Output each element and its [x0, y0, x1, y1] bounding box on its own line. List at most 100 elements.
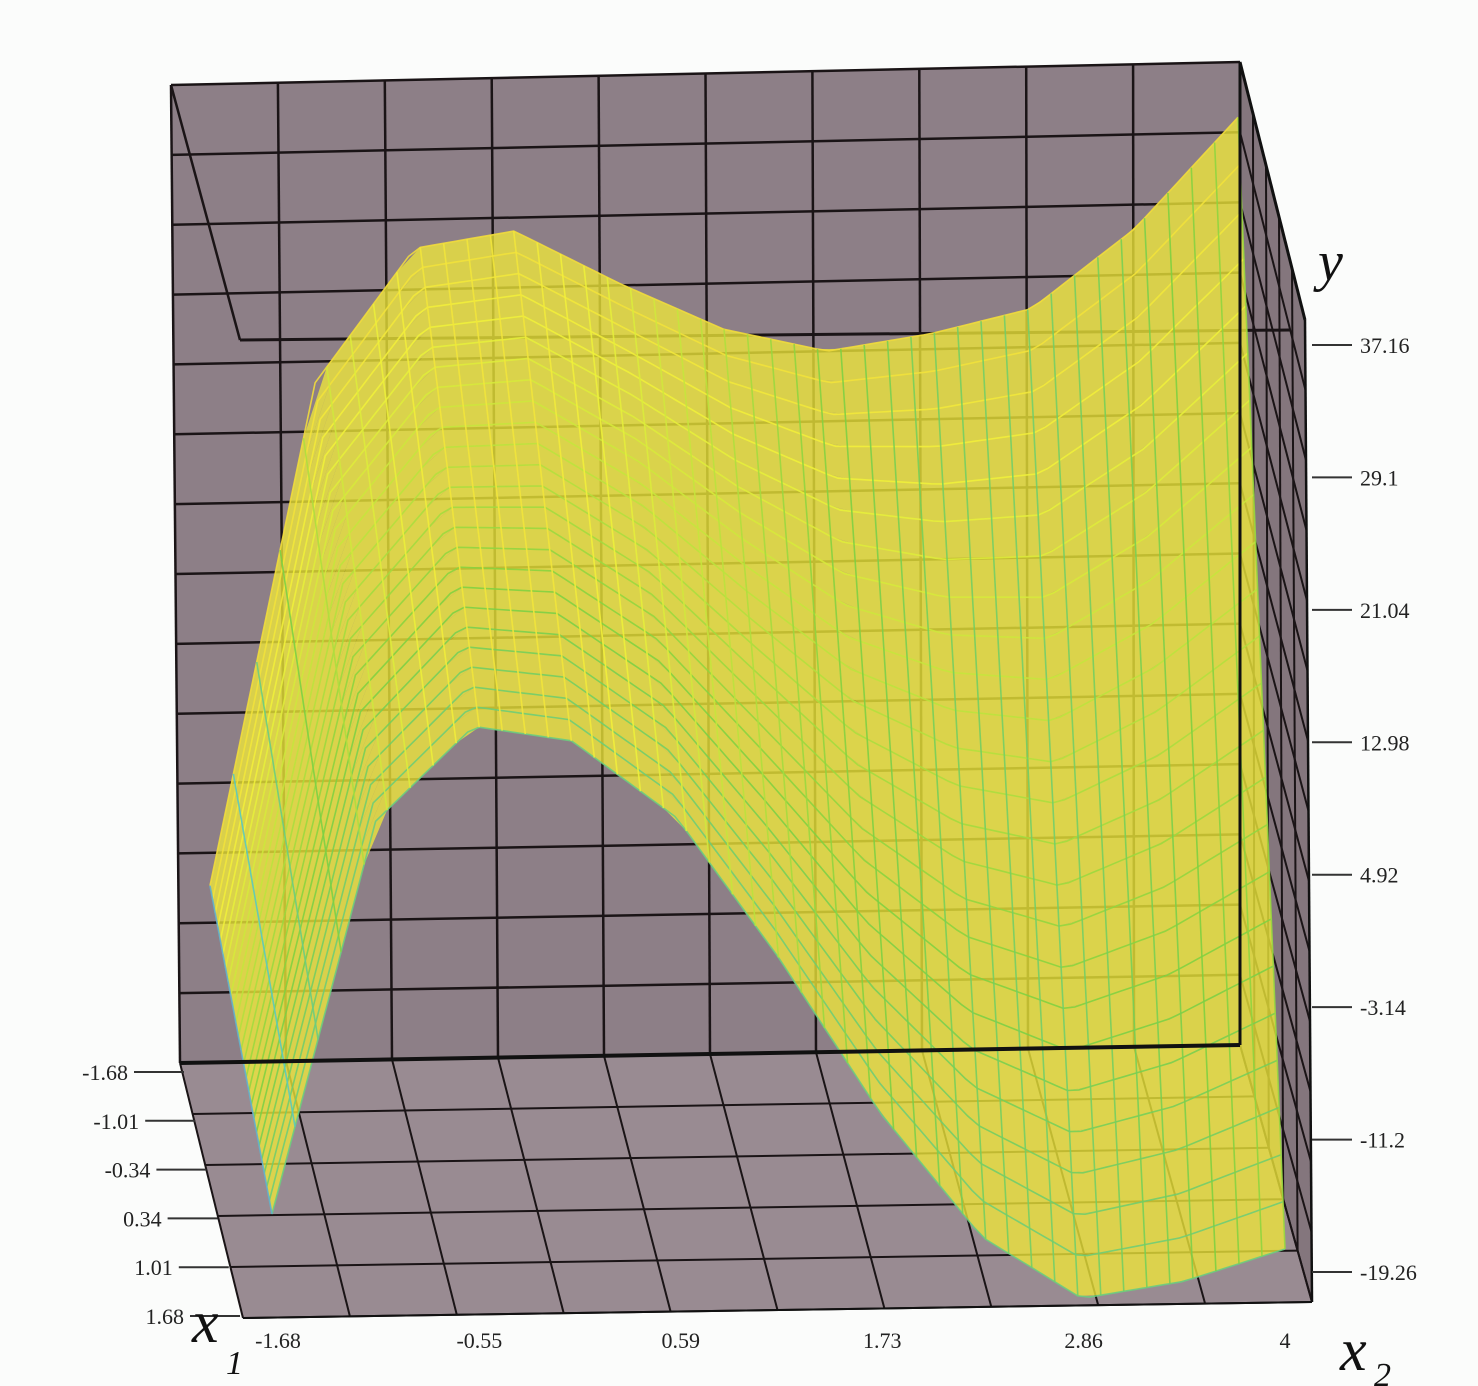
surface-patch [414, 387, 440, 430]
surface-patch [380, 331, 407, 381]
surface-patch [1144, 192, 1170, 263]
surface-patch [816, 643, 842, 693]
surface-patch [305, 615, 332, 735]
surface-patch [418, 625, 444, 670]
surface-patch [1061, 961, 1087, 1009]
surface-patch [422, 263, 449, 288]
surface-patch [312, 918, 339, 1024]
surface-patch [1051, 275, 1077, 336]
surface-patch [1250, 966, 1276, 1025]
surface-patch [1258, 1154, 1284, 1210]
surface-patch [395, 448, 422, 497]
surface-mesh-line [723, 329, 780, 958]
surface-patch [1142, 1196, 1168, 1245]
surface-patch [785, 800, 812, 856]
surface-patch [910, 332, 937, 374]
surface-mesh-line [349, 335, 411, 788]
surface-patch [751, 389, 778, 426]
surface-patch [1191, 715, 1218, 777]
surface-patch [998, 1060, 1024, 1110]
right-wall-gridline [1278, 216, 1285, 1200]
surface-patch [872, 480, 899, 517]
surface-patch [411, 367, 438, 410]
surface-patch [728, 381, 755, 417]
surface-patch [392, 630, 419, 675]
surface-patch [364, 618, 391, 663]
surface-patch [1036, 460, 1062, 516]
surface-patch [987, 436, 1013, 479]
surface-mesh-line [1050, 293, 1102, 1296]
surface-patch [565, 499, 592, 536]
right-wall-gridline [1239, 272, 1308, 531]
surface-patch [995, 1021, 1022, 1071]
surface-patch [277, 929, 303, 1039]
surface-patch [551, 371, 578, 406]
surface-patch [1082, 429, 1109, 488]
surface-patch [1110, 500, 1136, 558]
surface-patch [1168, 732, 1194, 793]
surface-patch [635, 747, 662, 786]
surface-patch [621, 616, 647, 654]
surface-patch [614, 343, 640, 379]
surface-patch [1201, 944, 1228, 1002]
surface-mesh-line [956, 326, 1010, 1254]
surface-patch [593, 557, 620, 595]
surface-patch [269, 882, 296, 995]
surface-patch [847, 446, 873, 481]
surface-patch [1046, 669, 1072, 721]
surface-patch [921, 519, 948, 560]
surface-patch [1252, 1013, 1278, 1071]
surface-patch [1108, 456, 1134, 515]
surface-patch [1042, 585, 1068, 639]
surface-patch [630, 498, 657, 538]
surface-patch [404, 307, 431, 351]
surface-patch [318, 477, 345, 563]
surface-patch [1242, 777, 1268, 839]
surface-patch [825, 763, 851, 818]
surface-patch [774, 663, 800, 713]
surface-patch [269, 1111, 296, 1215]
surface-patch [374, 693, 401, 737]
surface-patch [261, 834, 288, 951]
surface-patch [487, 608, 514, 631]
surface-patch [1065, 1044, 1091, 1091]
surface-patch [901, 920, 927, 975]
surface-patch [444, 446, 471, 468]
surface-patch [308, 633, 334, 751]
surface-mesh-line [1073, 275, 1125, 1292]
surface-patch [933, 1079, 959, 1141]
surface-patch [905, 988, 931, 1045]
surface-patch [770, 339, 797, 375]
surface-patch [848, 786, 874, 837]
surface-patch [609, 299, 636, 334]
surface-patch [1219, 792, 1245, 853]
surface-patch [476, 318, 503, 343]
surface-patch [660, 369, 687, 407]
surface-patch [400, 488, 427, 535]
surface-patch [1048, 1160, 1074, 1214]
surface-patch [1057, 402, 1083, 461]
surface-patch [1092, 1122, 1118, 1170]
surface-patch [1037, 959, 1064, 1009]
surface-patch [928, 1009, 955, 1068]
surface-patch [1103, 369, 1130, 430]
surface-patch [1162, 597, 1188, 660]
surface-patch [997, 636, 1024, 678]
surface-patch [972, 597, 998, 637]
surface-patch [820, 703, 847, 755]
surface-patch [815, 913, 841, 974]
surface-patch [248, 756, 275, 877]
x1-axis-title-sub: 1 [226, 1345, 243, 1382]
surface-patch [259, 819, 285, 936]
surface-patch [507, 379, 533, 403]
surface-patch [1248, 918, 1274, 978]
surface-patch [382, 750, 408, 792]
surface-patch [436, 567, 463, 606]
surface-patch [593, 353, 619, 388]
surface-patch [542, 485, 569, 522]
surface-patch [656, 537, 682, 581]
surface-patch [989, 906, 1015, 953]
surface-mesh-line [1190, 167, 1240, 1264]
surface-patch [1065, 571, 1091, 628]
surface-patch [991, 944, 1017, 992]
